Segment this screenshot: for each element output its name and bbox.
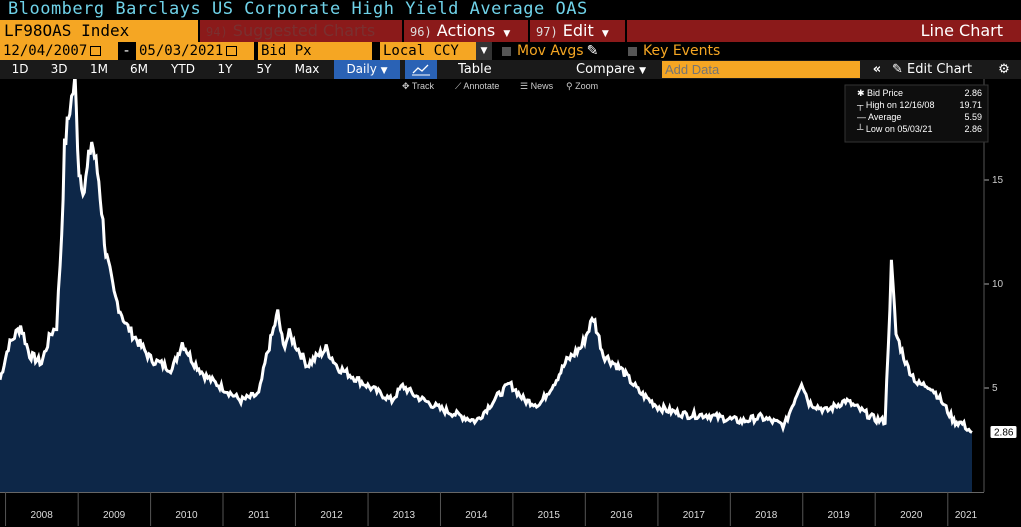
chart-title-bar: Bloomberg Barclays US Corporate High Yie…: [0, 0, 1021, 20]
edit-chart-button[interactable]: ✎ Edit Chart: [892, 62, 973, 77]
legend-low-value: 2.86: [964, 124, 982, 134]
legend: ✱ Bid Price 2.86 ┬ High on 12/16/08 19.7…: [844, 84, 989, 143]
chart-title: Bloomberg Barclays US Corporate High Yie…: [8, 0, 588, 19]
last-value-label: 2.86: [994, 428, 1014, 439]
x-tick-label: 2016: [610, 510, 633, 521]
y-tick-label: 15: [992, 175, 1004, 186]
chart-area[interactable]: ✥ Track ⟋ Annotate ☰ News ⚲ Zoom 5 10 15 20…: [0, 79, 1021, 527]
line-chart-icon[interactable]: [405, 60, 437, 79]
suggested-charts-button[interactable]: 94) Suggested Charts: [200, 20, 402, 42]
x-tick-label: 2019: [828, 510, 851, 521]
x-tick-label: 2014: [465, 510, 488, 521]
timeframe-1m[interactable]: 1M: [90, 62, 108, 76]
y-tick-label: 10: [992, 279, 1004, 290]
series-line: [0, 79, 973, 434]
news-tool[interactable]: ☰ News: [520, 81, 554, 91]
currency-selector[interactable]: Local CCY: [380, 42, 476, 60]
key-events-toggle[interactable]: Key Events: [628, 42, 748, 60]
x-tick-label: 2020: [900, 510, 923, 521]
mov-avgs-toggle[interactable]: Mov Avgs ✎: [502, 42, 622, 60]
legend-bid-value: 2.86: [964, 88, 982, 98]
frequency-dropdown[interactable]: Daily ▼: [334, 60, 400, 79]
x-tick-label: 2013: [393, 510, 416, 521]
actions-menu-button[interactable]: 96) Actions ▼: [404, 20, 528, 42]
x-tick-label: 2010: [175, 510, 198, 521]
timeframe-6m[interactable]: 6M: [130, 62, 148, 76]
chart-toolbar: 1D 3D 1M 6M YTD 1Y 5Y Max Daily ▼ Table …: [0, 60, 1021, 79]
y-axis: 5 10 15 20: [983, 79, 1004, 492]
chevron-down-icon: ▼: [380, 66, 388, 76]
y-tick-label: 20: [992, 79, 1004, 82]
calendar-icon[interactable]: [226, 46, 238, 56]
collapse-icon[interactable]: «: [872, 62, 882, 77]
ticker-field[interactable]: LF98OAS Index: [0, 20, 198, 42]
track-tool[interactable]: ✥ Track: [402, 81, 435, 91]
area-fill: [0, 79, 972, 492]
x-tick-label: 2015: [538, 510, 561, 521]
end-date-field[interactable]: 05/03/2021: [136, 42, 254, 60]
chevron-down-icon[interactable]: ▼: [476, 42, 492, 60]
legend-high-value: 19.71: [959, 100, 982, 110]
legend-avg-label: — Average: [857, 112, 901, 122]
compare-dropdown[interactable]: Compare ▼: [576, 62, 647, 77]
chevron-down-icon: ▼: [601, 29, 609, 39]
x-tick-label: 2012: [320, 510, 343, 521]
x-tick-label: 2011: [248, 510, 270, 521]
pencil-icon[interactable]: ✎: [586, 43, 599, 59]
x-axis: 2008 2009 2010 2011 2012 2013 2014 2015 2016 2017…: [0, 492, 984, 526]
timeframe-1d[interactable]: 1D: [11, 62, 29, 76]
x-tick-label: 2009: [103, 510, 126, 521]
add-data-input[interactable]: [662, 61, 860, 78]
y-tick-label: 5: [992, 383, 998, 394]
pencil-icon: ✎: [892, 62, 903, 77]
security-toolbar: LF98OAS Index 94) Suggested Charts 96) A…: [0, 20, 1021, 42]
last-value-marker: 2.86: [989, 425, 1018, 440]
start-date-field[interactable]: 12/04/2007: [0, 42, 118, 60]
legend-avg-value: 5.59: [964, 112, 982, 122]
gear-icon[interactable]: ⚙: [998, 62, 1010, 77]
timeframe-3d[interactable]: 3D: [50, 62, 68, 76]
table-view-button[interactable]: Table: [458, 62, 492, 77]
legend-high-label: ┬ High on 12/16/08: [856, 100, 934, 111]
x-tick-label: 2021: [955, 510, 978, 521]
timeframe-1y[interactable]: 1Y: [217, 62, 233, 76]
chevron-down-icon: ▼: [639, 66, 647, 76]
checkbox-icon[interactable]: [502, 46, 511, 56]
edit-menu-button[interactable]: 97) Edit ▼: [530, 20, 625, 42]
legend-low-label: ┴ Low on 05/03/21: [856, 123, 932, 134]
x-tick-label: 2018: [755, 510, 778, 521]
checkbox-icon[interactable]: [628, 46, 637, 56]
date-range-toolbar: 12/04/2007 - 05/03/2021 Bid Px Local CCY…: [0, 42, 1021, 60]
x-tick-label: 2008: [31, 510, 54, 521]
zoom-tool[interactable]: ⚲ Zoom: [566, 81, 598, 91]
date-separator: -: [124, 43, 130, 59]
timeframe-ytd[interactable]: YTD: [171, 62, 195, 76]
chevron-down-icon: ▼: [503, 29, 511, 39]
x-tick-label: 2017: [683, 510, 706, 521]
timeframe-5y[interactable]: 5Y: [256, 62, 272, 76]
line-chart-label: Line Chart: [627, 20, 1021, 42]
timeframe-max[interactable]: Max: [294, 62, 320, 76]
field-selector[interactable]: Bid Px: [258, 42, 372, 60]
legend-bid-label: ✱ Bid Price: [857, 88, 903, 98]
calendar-icon[interactable]: [90, 46, 102, 56]
annotate-tool[interactable]: ⟋ Annotate: [455, 81, 499, 91]
